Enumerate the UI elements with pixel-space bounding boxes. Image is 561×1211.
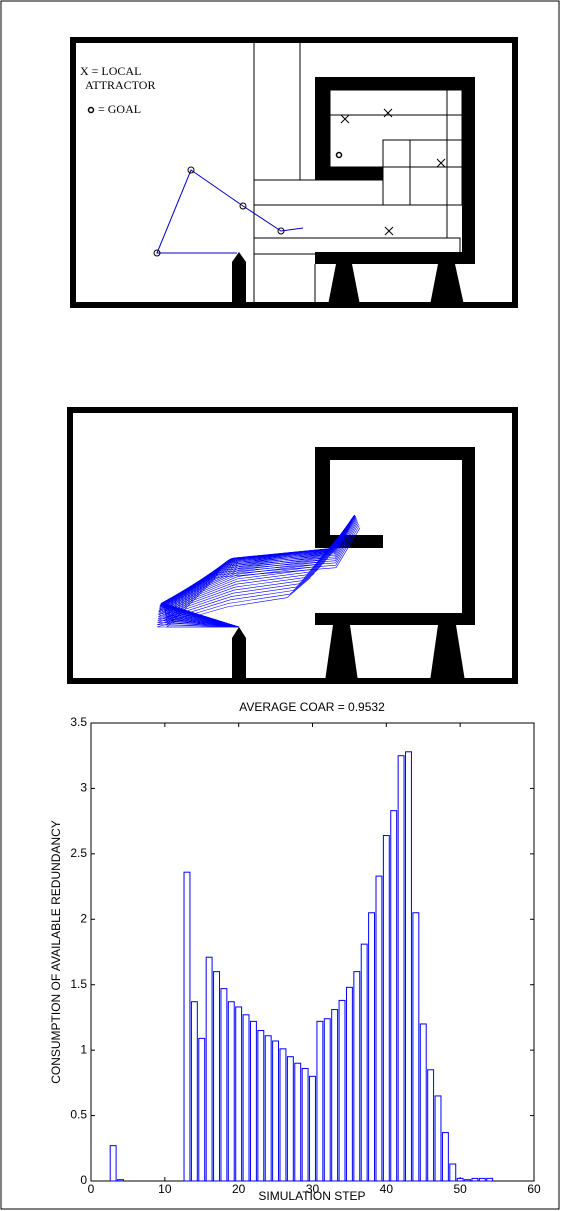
cell [383, 140, 462, 205]
bar [383, 836, 389, 1181]
bar [214, 972, 220, 1181]
bar [369, 913, 375, 1181]
bar-chart: AVERAGE COAR = 0.9532 SIMULATION STEP CO… [49, 700, 541, 1203]
bar [250, 1021, 256, 1181]
bar [287, 1057, 293, 1181]
base-post [232, 252, 246, 305]
legend-text: ATTRACTOR [85, 78, 155, 92]
bar [361, 944, 367, 1181]
cell [254, 180, 383, 205]
bar [236, 1007, 242, 1181]
bar [280, 1049, 286, 1181]
goal [337, 153, 342, 158]
bar [487, 1178, 493, 1181]
bar [339, 1000, 345, 1181]
bar [295, 1063, 301, 1181]
x-tick-label: 0 [88, 1182, 95, 1196]
x-tick-label: 20 [232, 1182, 246, 1196]
bar [354, 972, 360, 1181]
bar [191, 1002, 197, 1181]
bar [324, 1019, 330, 1181]
bar [413, 913, 419, 1181]
bar [199, 1038, 205, 1181]
bar [273, 1041, 279, 1181]
y-tick-label: 2.5 [70, 846, 87, 860]
x-tick-label: 60 [527, 1182, 541, 1196]
bar [428, 1070, 434, 1181]
robot-arm [157, 170, 303, 253]
bar [206, 957, 212, 1181]
legend-text: X = LOCAL [80, 64, 141, 78]
obstacle [315, 77, 475, 264]
y-tick-label: 1 [80, 1042, 87, 1056]
bar [110, 1146, 116, 1181]
y-tick-label: 0 [80, 1173, 87, 1187]
y-tick-label: 3.5 [70, 715, 87, 729]
bar [302, 1068, 308, 1181]
bar [465, 1180, 471, 1181]
figure: X = LOCAL ATTRACTOR = GOAL AVERAGE COAR … [0, 0, 561, 1211]
y-tick-label: 0.5 [70, 1108, 87, 1122]
bar [472, 1178, 478, 1181]
y-axis-label: CONSUMPTION OF AVAILABLE REDUNDANCY [49, 820, 63, 1084]
bar [442, 1133, 448, 1181]
bar [265, 1036, 271, 1181]
x-tick-label: 40 [380, 1182, 394, 1196]
bar [243, 1015, 249, 1181]
bar [398, 756, 404, 1181]
page-border [1, 1, 559, 1209]
pillar [328, 264, 464, 305]
y-tick-label: 1.5 [70, 977, 87, 991]
bar [406, 752, 412, 1181]
bar [435, 1096, 441, 1181]
bar [184, 872, 190, 1181]
bar [479, 1178, 485, 1181]
y-tick-label: 2 [80, 911, 87, 925]
base-post [232, 627, 246, 681]
legend-text: = GOAL [98, 102, 141, 116]
x-tick-label: 10 [158, 1182, 172, 1196]
y-tick-label: 3 [80, 781, 87, 795]
cell [330, 90, 462, 167]
bar [258, 1031, 264, 1181]
chart-title: AVERAGE COAR = 0.9532 [239, 700, 385, 714]
bar [221, 989, 227, 1181]
bar [118, 1180, 124, 1181]
bar [376, 876, 382, 1181]
bar [420, 1024, 426, 1181]
x-tick-label: 50 [453, 1182, 467, 1196]
bar [391, 811, 397, 1181]
bar [346, 987, 352, 1181]
bar [310, 1076, 316, 1181]
x-tick-label: 30 [306, 1182, 320, 1196]
bar [457, 1178, 463, 1181]
bar [450, 1164, 456, 1181]
trajectory-diagram [70, 410, 515, 681]
bar [332, 1010, 338, 1181]
workspace-diagram: X = LOCAL ATTRACTOR = GOAL [73, 40, 515, 305]
cell [254, 238, 460, 254]
pillar [325, 625, 465, 681]
legend-goal-icon [89, 108, 94, 113]
bar [228, 1002, 234, 1181]
bar [317, 1021, 323, 1181]
